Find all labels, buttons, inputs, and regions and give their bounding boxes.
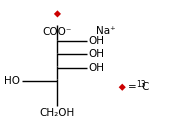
Polygon shape: [54, 10, 61, 17]
Text: C: C: [141, 82, 148, 92]
Text: 13: 13: [136, 80, 146, 89]
Text: CH₂OH: CH₂OH: [40, 108, 75, 118]
Text: OH: OH: [88, 36, 104, 46]
Text: HO: HO: [4, 76, 20, 86]
Text: OH: OH: [88, 49, 104, 59]
Text: Na⁺: Na⁺: [96, 26, 116, 36]
Text: =: =: [128, 82, 137, 92]
Polygon shape: [119, 84, 126, 91]
Text: COO⁻: COO⁻: [43, 27, 72, 37]
Text: OH: OH: [88, 63, 104, 73]
